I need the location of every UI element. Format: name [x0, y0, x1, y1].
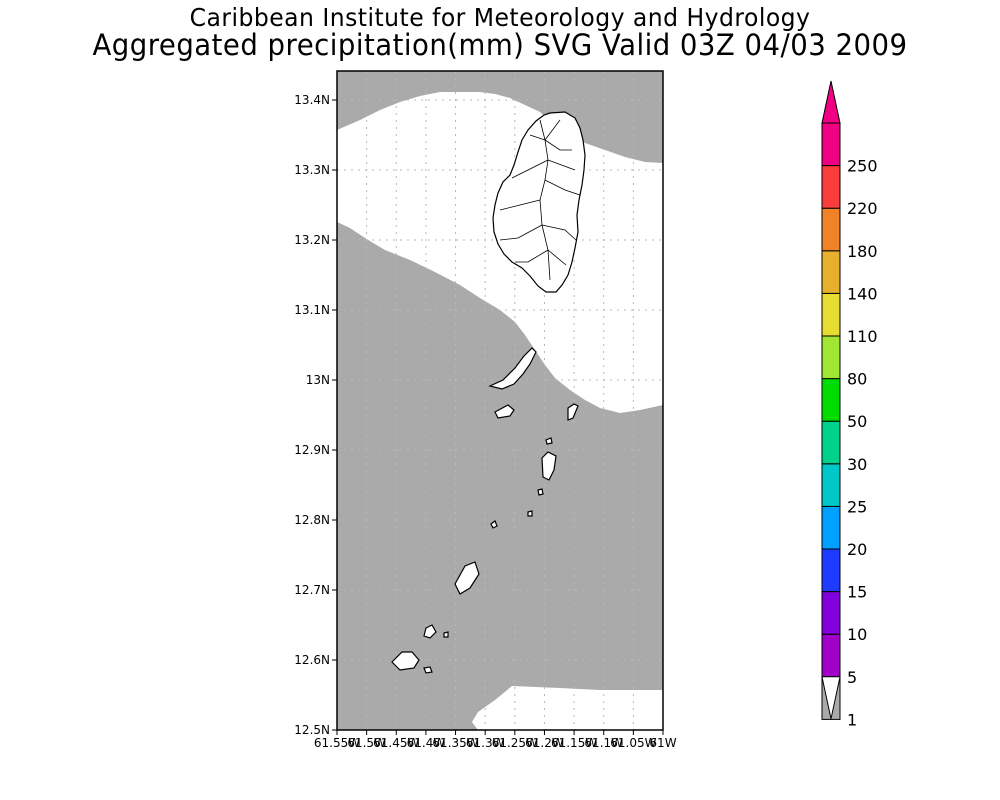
colorbar-label: 220 [847, 199, 878, 218]
colorbar-bin [821, 250, 841, 294]
lon-tick-label: 61.35W [432, 736, 478, 750]
colorbar-bin [821, 292, 841, 337]
map-gridlines [337, 71, 663, 730]
colorbar-label: 180 [847, 242, 878, 261]
lon-tick-label: 61.25W [492, 736, 538, 750]
colorbar-label: 25 [847, 497, 867, 516]
colorbar-bin [821, 463, 841, 507]
colorbar-bottom-arrow [821, 676, 841, 719]
lon-tick-label: 61.05W [610, 736, 656, 750]
lat-tick-label: 13.4N [294, 93, 330, 107]
island-islet-4 [537, 488, 544, 496]
coastline [391, 111, 586, 674]
island-bequia [488, 347, 537, 390]
lat-tick-label: 12.5N [294, 723, 330, 737]
colorbar-label: 140 [847, 284, 878, 303]
lon-tick-label: 61.2W [525, 736, 564, 750]
colorbar-label: 5 [847, 668, 857, 687]
longitude-ticks: 61.55W61.5W61.45W61.4W61.35W61.3W61.25W6… [314, 730, 677, 750]
colorbar-bin [821, 378, 841, 422]
shaded-region-central [337, 222, 663, 730]
map-subtitle: Aggregated precipitation(mm) SVG Valid 0… [92, 28, 908, 62]
island-islet-3 [490, 520, 498, 529]
lat-tick-label: 12.7N [294, 583, 330, 597]
lon-tick-label: 61.45W [373, 736, 419, 750]
island-union [454, 561, 480, 595]
lon-tick-label: 61.5W [347, 736, 386, 750]
colorbar-bin [821, 591, 841, 635]
lat-tick-label: 12.9N [294, 443, 330, 457]
colorbar-bin [821, 633, 841, 678]
colorbar-bin [821, 165, 841, 209]
lat-tick-label: 12.6N [294, 653, 330, 667]
map-frame [336, 70, 664, 731]
latitude-ticks: 13.4N 13.3N 13.2N 13.1N 13N 12.9N 12.8N 12.7N 12… [294, 93, 337, 737]
colorbar-bin [821, 548, 841, 593]
colorbar-bin [821, 122, 841, 167]
colorbar-label: 10 [847, 625, 867, 644]
lat-tick-label: 12.8N [294, 513, 330, 527]
lon-tick-label: 61.3W [466, 736, 505, 750]
colorbar-bin [821, 505, 841, 550]
island-islet-5 [423, 666, 433, 674]
colorbar-bin [821, 335, 841, 380]
colorbar-label: 20 [847, 540, 867, 559]
lat-tick-label: 13.3N [294, 163, 330, 177]
island-mustique [567, 403, 579, 421]
colorbar-top-arrow [821, 80, 841, 124]
lon-tick-label: 61.4W [407, 736, 446, 750]
island-watersheds [499, 119, 581, 281]
lat-tick-label: 13.2N [294, 233, 330, 247]
island-islet-6 [545, 437, 553, 445]
colorbar-label: 110 [847, 327, 878, 346]
island-st-vincent [492, 111, 586, 293]
lat-tick-label: 13.1N [294, 303, 330, 317]
island-islet-1 [494, 404, 515, 419]
island-carriacou [391, 651, 420, 671]
lon-tick-label: 61.55W [314, 736, 360, 750]
colorbar-label: 50 [847, 412, 867, 431]
colorbar-label: 15 [847, 583, 867, 602]
colorbar-label: 80 [847, 370, 867, 389]
island-islet-2 [423, 624, 437, 639]
map-title: Caribbean Institute for Meteorology and … [189, 3, 811, 32]
island-islet-7 [527, 510, 533, 517]
lat-tick-label: 13N [306, 373, 330, 387]
colorbar-label: 250 [847, 157, 878, 176]
island-islet-8 [443, 631, 449, 638]
lon-tick-label: 61.15W [551, 736, 597, 750]
lon-tick-label: 61W [649, 736, 676, 750]
colorbar-bins [821, 122, 841, 720]
island-canouan [541, 451, 557, 481]
colorbar-bin [821, 207, 841, 252]
colorbar-bin [821, 420, 841, 465]
lon-tick-label: 61.1W [584, 736, 623, 750]
colorbar-label: 1 [847, 710, 857, 729]
colorbar-label: 30 [847, 455, 867, 474]
